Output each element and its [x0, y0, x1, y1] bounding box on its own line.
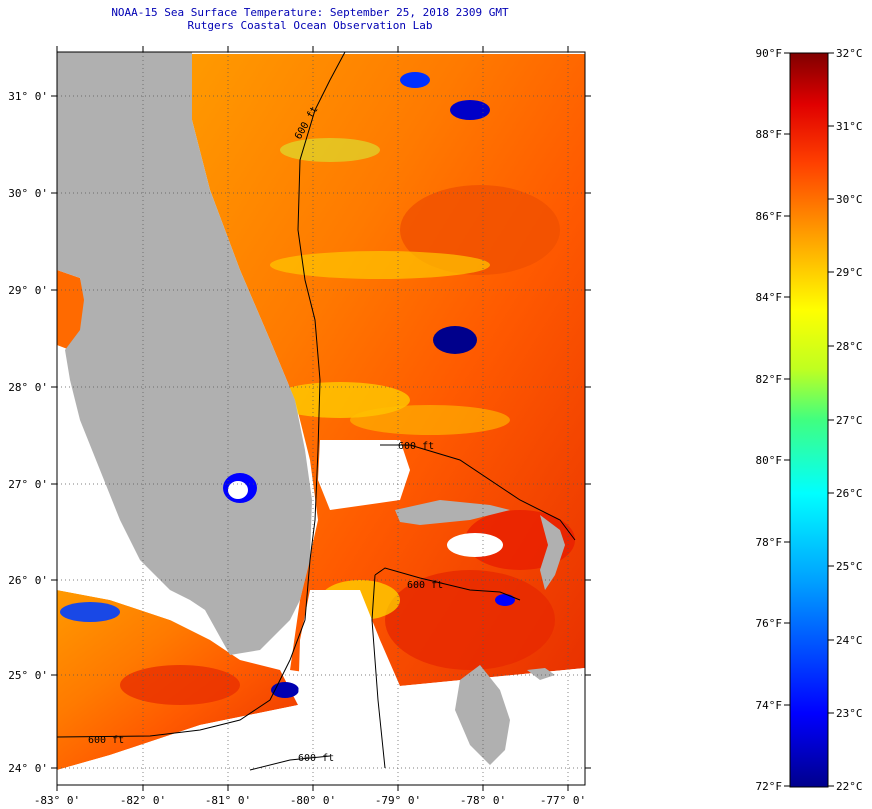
colorbar-f-label: 90°F	[756, 47, 783, 60]
colorbar-c-label: 25°C	[836, 560, 863, 573]
no-data-area	[57, 590, 585, 785]
lat-label: 25° 0'	[8, 669, 48, 682]
sst-ocean-westcoast	[57, 270, 86, 350]
lat-label: 24° 0'	[8, 762, 48, 775]
contour-label: 600 ft	[398, 441, 434, 452]
lon-label: -77° 0'	[540, 794, 586, 807]
cool-band	[270, 251, 490, 279]
colorbar-c-label: 24°C	[836, 634, 863, 647]
colorbar-c-label: 28°C	[836, 340, 863, 353]
lon-label: -80° 0'	[290, 794, 336, 807]
map-title: NOAA-15 Sea Surface Temperature: Septemb…	[111, 6, 509, 19]
cold-patch	[433, 326, 477, 354]
colorbar-f-label: 72°F	[756, 780, 783, 793]
lake-okeechobee-center	[228, 481, 248, 499]
map-ticks	[51, 46, 591, 791]
cool-band	[270, 382, 410, 418]
lat-label: 29° 0'	[8, 284, 48, 297]
lat-label: 30° 0'	[8, 187, 48, 200]
colorbar-c-label: 32°C	[836, 47, 863, 60]
colorbar-ticks	[784, 52, 834, 787]
contour-label: 600 ft	[298, 753, 334, 764]
colorbar-f-label: 74°F	[756, 699, 783, 712]
lon-label: -83° 0'	[34, 794, 80, 807]
colorbar-f-label: 82°F	[756, 373, 783, 386]
cold-patch	[400, 72, 430, 88]
colorbar	[789, 52, 829, 788]
lat-label: 28° 0'	[8, 381, 48, 394]
bahamas-eleuthera	[527, 668, 555, 680]
bahamas-andros	[455, 665, 510, 765]
warm-patch	[400, 185, 560, 275]
cold-patch	[271, 682, 299, 698]
colorbar-c-label: 23°C	[836, 707, 863, 720]
lon-label: -81° 0'	[205, 794, 251, 807]
contour-label: 600 ft	[88, 735, 124, 746]
bahamas-abaco	[540, 515, 565, 590]
cool-band	[280, 138, 380, 162]
lon-label: -82° 0'	[120, 794, 166, 807]
no-data-area	[318, 440, 410, 510]
warm-patch	[120, 665, 240, 705]
cold-patch	[495, 594, 515, 606]
colorbar-c-label: 26°C	[836, 487, 863, 500]
lon-label: -79° 0'	[375, 794, 421, 807]
bahamas-grand-bahama	[395, 500, 510, 525]
colorbar-f-label: 76°F	[756, 617, 783, 630]
lon-label: -78° 0'	[460, 794, 506, 807]
colorbar-f-label: 86°F	[756, 210, 783, 223]
lat-label: 31° 0'	[8, 90, 48, 103]
florida-land	[57, 52, 312, 655]
map-subtitle: Rutgers Coastal Ocean Observation Lab	[187, 19, 433, 32]
colorbar-f-label: 84°F	[756, 291, 783, 304]
colorbar-f-label: 80°F	[756, 454, 783, 467]
cool-band	[350, 405, 510, 435]
lat-label: 26° 0'	[8, 574, 48, 587]
warm-patch	[385, 570, 555, 670]
lat-label: 27° 0'	[8, 478, 48, 491]
bathymetry-contours	[56, 51, 576, 771]
colorbar-c-label: 22°C	[836, 780, 863, 793]
colorbar-c-label: 29°C	[836, 266, 863, 279]
colorbar-c-label: 27°C	[836, 414, 863, 427]
graticule	[57, 52, 585, 785]
cold-patch	[60, 602, 120, 622]
colorbar-f-label: 78°F	[756, 536, 783, 549]
cold-patch	[450, 100, 490, 120]
colorbar-f-label: 88°F	[756, 128, 783, 141]
colorbar-c-label: 30°C	[836, 193, 863, 206]
no-data-area	[447, 533, 503, 557]
map-frame	[56, 51, 586, 786]
colorbar-c-label: 31°C	[836, 120, 863, 133]
contour-label: 600 ft	[407, 580, 443, 591]
